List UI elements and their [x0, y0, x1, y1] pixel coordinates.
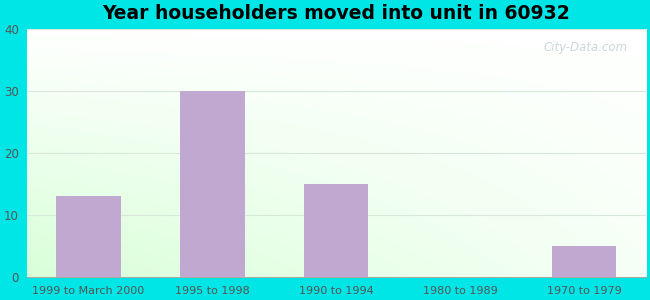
- Bar: [552, 246, 616, 277]
- Title: Year householders moved into unit in 60932: Year householders moved into unit in 609…: [103, 4, 570, 23]
- Text: City-Data.com: City-Data.com: [543, 41, 627, 54]
- Bar: [304, 184, 369, 277]
- Bar: [180, 91, 244, 277]
- Bar: [57, 196, 121, 277]
